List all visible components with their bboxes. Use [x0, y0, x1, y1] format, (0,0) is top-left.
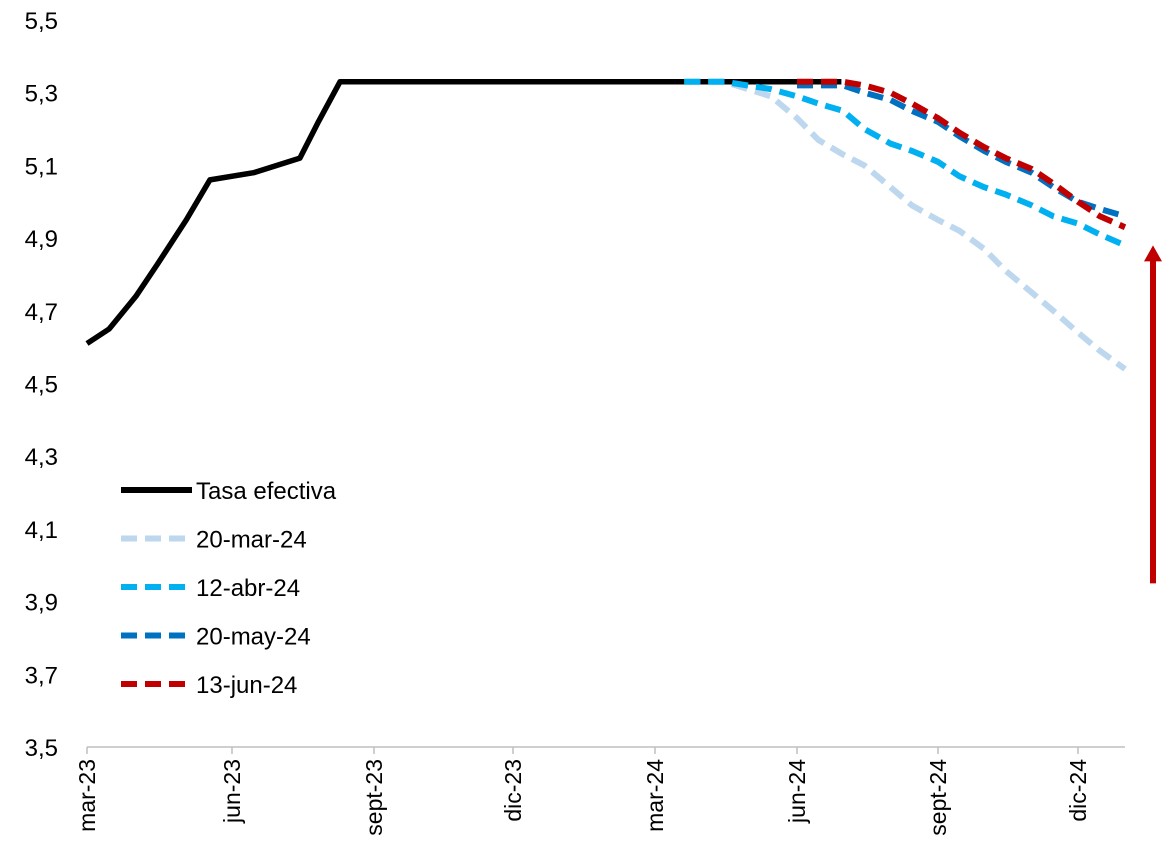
series-line-20-may-24 — [797, 82, 1126, 220]
y-tick-label: 3,9 — [25, 590, 58, 617]
legend: Tasa efectiva 20-mar-24 12-abr-24 20-may-24… — [121, 478, 337, 699]
x-tick-label: mar-24 — [642, 759, 668, 832]
annotations — [1144, 245, 1162, 584]
annotation-arrow-head — [1144, 245, 1162, 262]
legend-label: 20-may-24 — [196, 624, 311, 651]
x-tick-label: jun-24 — [784, 759, 810, 824]
y-tick-label: 3,5 — [25, 735, 58, 762]
y-tick-label: 5,5 — [25, 8, 58, 35]
x-tick-label: sept-23 — [361, 759, 387, 836]
x-tick-label: sept-24 — [925, 759, 951, 836]
series-line-12-abr-24 — [684, 78, 1127, 249]
x-tick-label: jun-23 — [219, 759, 245, 824]
x-axis: mar-23 jun-23 sept-23 dic-23 mar-24 jun-24 sep… — [74, 746, 1125, 836]
legend-label: 13-jun-24 — [196, 672, 297, 699]
x-tick-label: mar-23 — [74, 759, 100, 832]
y-tick-label: 4,7 — [25, 299, 58, 326]
series-line-tasa-efectiva — [85, 79, 842, 346]
legend-item: 20-may-24 — [121, 624, 311, 651]
y-tick-label: 4,1 — [25, 517, 58, 544]
y-tick-label: 5,3 — [25, 81, 58, 108]
legend-label: Tasa efectiva — [196, 478, 337, 505]
x-tick-label: dic-23 — [500, 759, 526, 822]
y-tick-label: 3,7 — [25, 662, 58, 689]
y-tick-label: 4,3 — [25, 444, 58, 471]
series-line-13-jun-24 — [797, 78, 1127, 230]
legend-item: Tasa efectiva — [121, 478, 337, 505]
series-line-20-mar-24 — [684, 78, 1127, 372]
y-tick-label: 5,1 — [25, 153, 58, 180]
legend-item: 12-abr-24 — [121, 575, 300, 602]
legend-item: 13-jun-24 — [121, 672, 297, 699]
y-tick-label: 4,9 — [25, 226, 58, 253]
y-tick-label: 4,5 — [25, 372, 58, 399]
y-axis: 3,5 3,7 3,9 4,1 4,3 4,5 4,7 4,9 5,1 5,3 5,5 — [25, 8, 58, 762]
series-lines — [85, 78, 1127, 372]
legend-label: 12-abr-24 — [196, 575, 300, 602]
legend-item: 20-mar-24 — [121, 527, 307, 554]
x-tick-label: dic-24 — [1065, 759, 1091, 822]
legend-label: 20-mar-24 — [196, 527, 307, 554]
